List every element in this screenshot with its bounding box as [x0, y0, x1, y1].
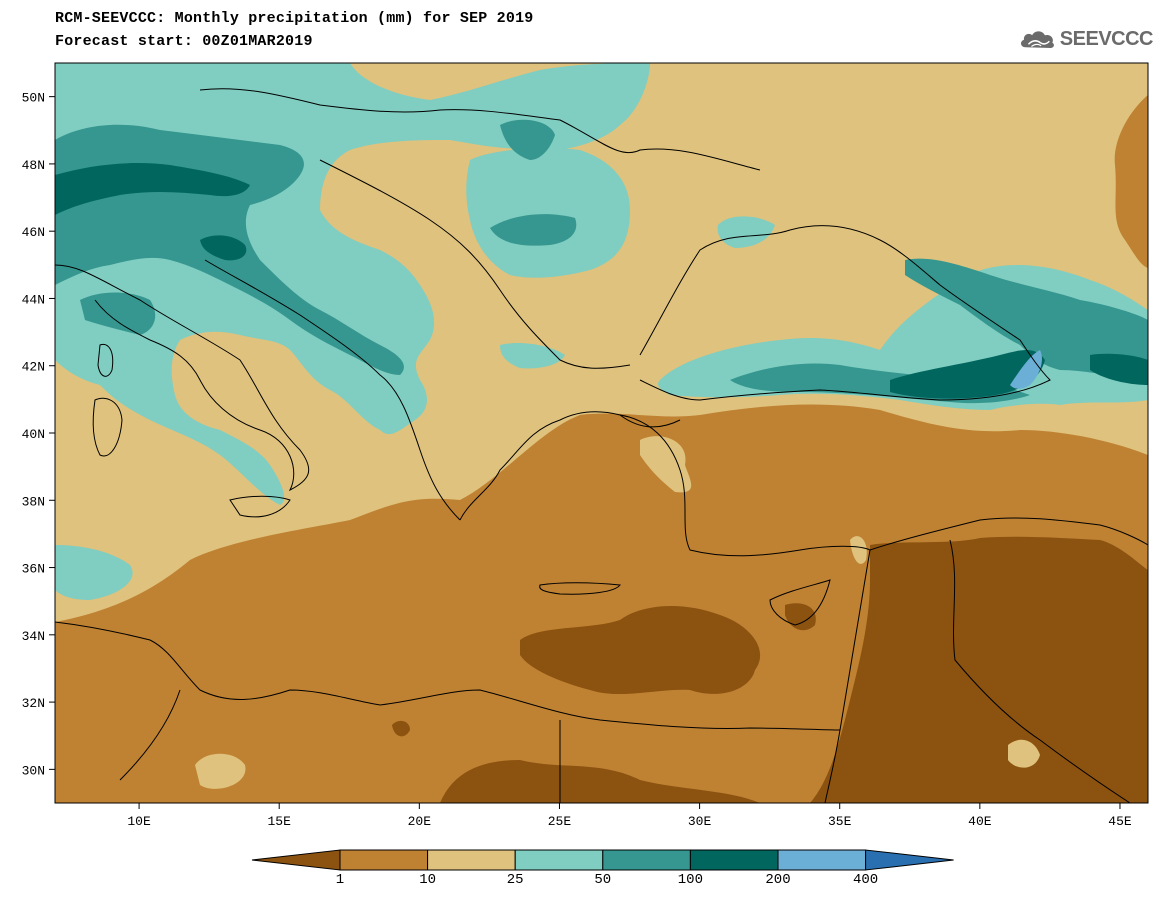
legend-swatch — [689, 849, 779, 871]
border-balkans — [319, 159, 631, 369]
legend-swatch — [339, 849, 429, 871]
lat-tick-label: 32N — [22, 696, 45, 711]
lon-tick-label: 20E — [408, 814, 432, 829]
coastline-crete — [539, 582, 621, 595]
zone-100-200-black-sea-coast — [890, 350, 1045, 399]
zone-10-25-africa — [195, 753, 246, 789]
zone-100-200-alps — [55, 163, 250, 215]
lat-tick-label: 46N — [22, 225, 45, 240]
zone-10-25-aegean — [640, 436, 692, 493]
logo-text: SEEVCCC — [1059, 27, 1154, 50]
zone-10-25-levant — [850, 536, 867, 564]
lat-tick-label: 36N — [22, 562, 45, 577]
zone-below-1-cyprus — [785, 603, 816, 631]
legend-label: 50 — [594, 872, 612, 888]
coastlines-borders — [55, 88, 1148, 803]
border-syria-iraq — [949, 539, 1131, 803]
legend-label: 200 — [765, 872, 791, 888]
lat-tick-label: 42N — [22, 360, 45, 375]
legend-label: 10 — [419, 872, 436, 888]
zone-100-200-slovenia — [200, 235, 247, 261]
coastline-greece — [459, 411, 681, 521]
legend-swatch — [602, 849, 691, 871]
legend-label: 100 — [677, 872, 703, 888]
zone-50-100-italy — [80, 292, 156, 335]
legend-label: 400 — [852, 872, 879, 888]
border-turkey-south — [869, 517, 1148, 551]
zone-25-50-balkans — [500, 343, 565, 369]
seevccc-logo: SEEVCCC — [1018, 22, 1154, 56]
lon-tick-label: 10E — [127, 814, 151, 829]
zone-25-50-tunisia — [55, 545, 133, 600]
zone-below-1-east — [810, 536, 1148, 803]
legend-arrow-high — [865, 849, 954, 871]
lon-tick-label: 25E — [548, 814, 572, 829]
zone-25-50-carpathian — [466, 148, 630, 278]
legend-label: 25 — [506, 872, 524, 888]
lat-tick-label: 44N — [22, 292, 45, 307]
zone-10-25-desert — [1008, 739, 1040, 768]
zone-50-100-romania — [490, 214, 577, 246]
precipitation-field — [55, 63, 1148, 803]
zone-50-100-carpathian — [500, 119, 555, 160]
legend-arrow-low — [251, 849, 341, 871]
legend-swatch — [514, 849, 604, 871]
cloud-icon — [1021, 31, 1054, 48]
coastline-adriatic — [204, 259, 461, 521]
lon-tick-label: 15E — [268, 814, 292, 829]
lon-tick-label: 45E — [1108, 814, 1132, 829]
lat-tick-label: 40N — [22, 427, 45, 442]
zone-below-1-libya — [392, 720, 410, 737]
legend-label: 1 — [335, 872, 345, 888]
zone-1-10-northeast — [1114, 95, 1148, 268]
zone-below-1-southwest — [440, 760, 760, 803]
lat-tick-label: 38N — [22, 494, 45, 509]
lat-tick-label: 48N — [22, 158, 45, 173]
zone-below-1-sea — [520, 605, 761, 695]
border-central-europe — [199, 88, 761, 171]
coastline-sardinia — [92, 397, 123, 457]
zone-25-50-crimea — [717, 216, 775, 248]
lat-tick-label: 30N — [22, 763, 45, 778]
axis-ticks: 30N 32N 34N 36N 38N 40N 42N 44N 46N 48N 50N 10E 15E 2… — [22, 91, 1132, 829]
lon-tick-label: 30E — [688, 814, 712, 829]
coastline-turkey — [619, 414, 871, 557]
map-title: RCM-SEEVCCC: Monthly precipitation (mm) … — [55, 10, 534, 27]
coastline-cyprus — [769, 579, 831, 626]
legend-swatch — [427, 849, 516, 871]
lat-tick-label: 34N — [22, 629, 45, 644]
coastline-africa — [55, 621, 841, 731]
lat-tick-label: 50N — [22, 91, 45, 106]
coastline-levant — [824, 549, 871, 803]
coastline-black-sea — [639, 225, 1051, 401]
lon-tick-label: 35E — [828, 814, 852, 829]
coastline-corsica — [97, 343, 114, 377]
forecast-start-label: Forecast start: 00Z01MAR2019 — [55, 33, 313, 50]
legend-swatch — [777, 849, 867, 871]
zone-50-100-caucasus — [905, 258, 1148, 377]
color-legend — [251, 849, 954, 871]
coastline-italy — [55, 264, 310, 492]
zone-100-200-east — [1090, 353, 1148, 385]
lon-tick-label: 40E — [968, 814, 992, 829]
coastline-sicily — [229, 495, 291, 518]
border-libya-tunisia — [119, 689, 181, 781]
